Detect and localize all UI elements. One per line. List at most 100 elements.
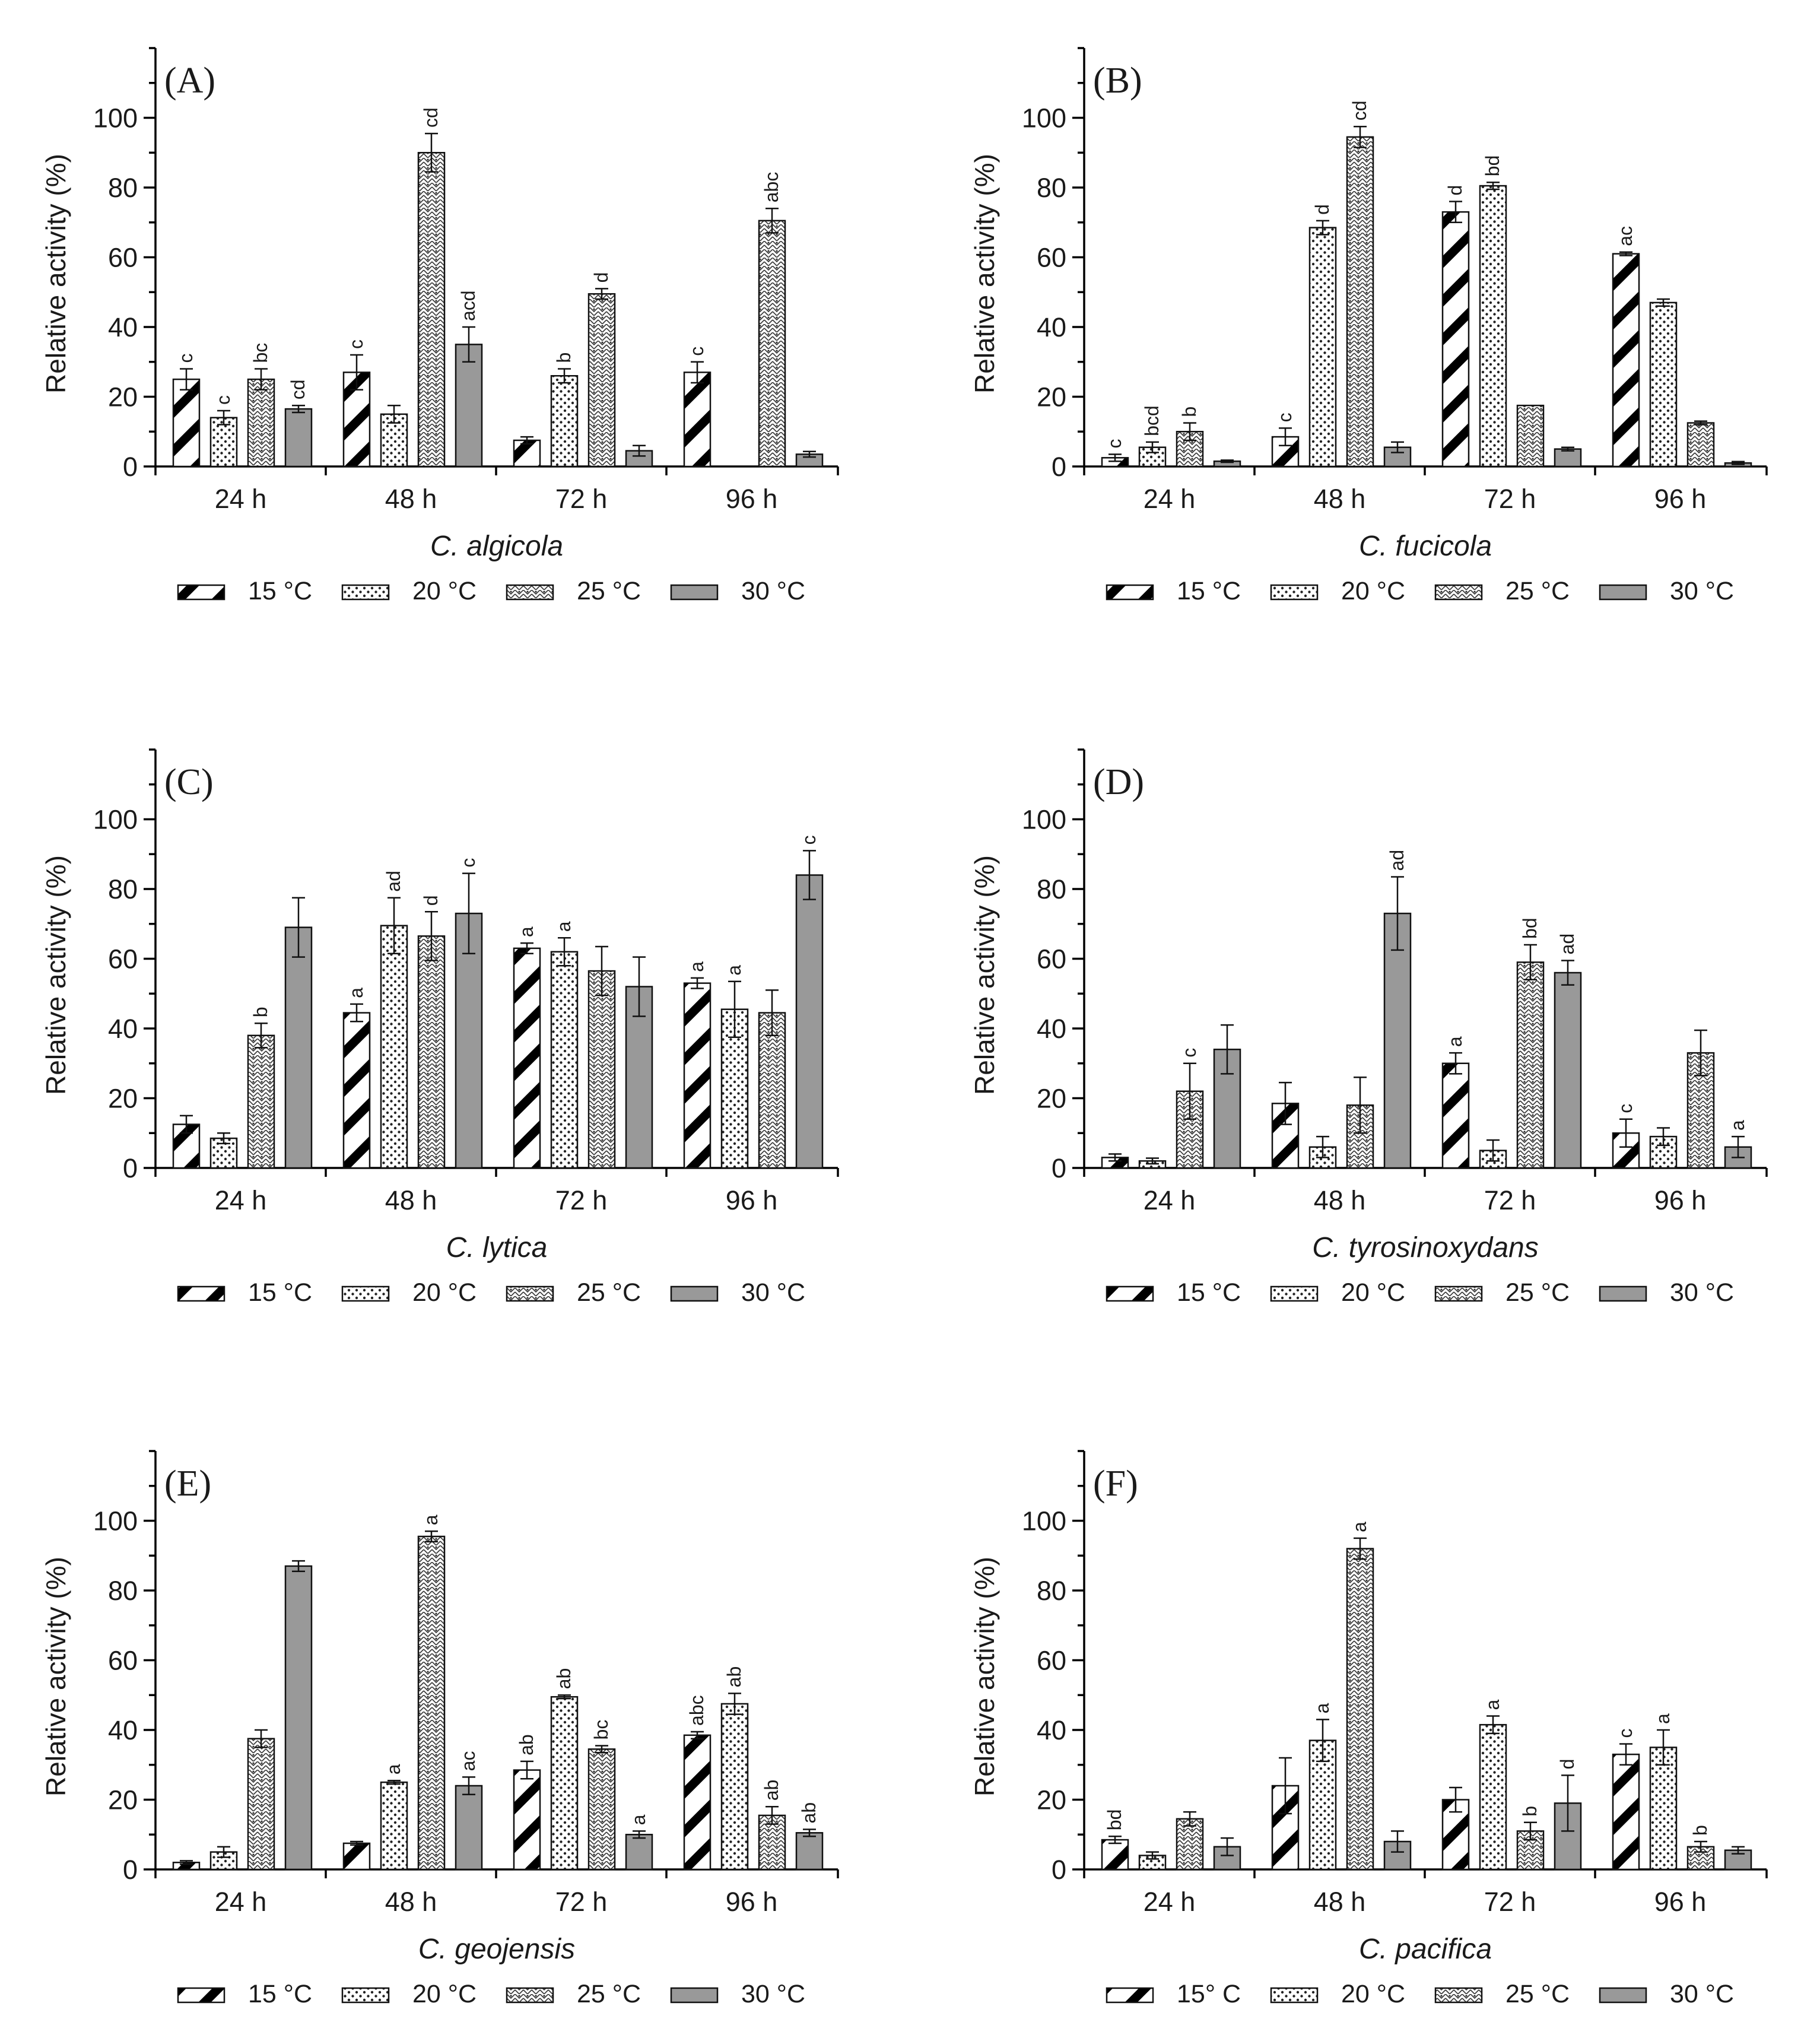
bar-15c-72h: [513, 439, 541, 468]
legend-label: 25 °C: [1505, 577, 1570, 605]
x-tick-label: 48 h: [1314, 1185, 1366, 1215]
x-tick-label: 96 h: [1654, 1185, 1707, 1215]
y-tick-label: 40: [1037, 1715, 1066, 1745]
significance-letter: c: [458, 858, 479, 868]
x-tick-label: 96 h: [726, 1185, 778, 1215]
x-tick-label: 72 h: [555, 1887, 608, 1917]
significance-letter: a: [383, 1764, 404, 1774]
panel-d: 0 20 40 60 80 100 Relative activity (%) (D) 24 h…: [969, 748, 1768, 1307]
x-tick-label: 72 h: [555, 1185, 608, 1215]
legend: 15 °C 20 °C 25 °C 30 °C: [177, 1980, 805, 2008]
legend-label: 20 °C: [1341, 1278, 1405, 1307]
legend-label: 20 °C: [412, 577, 477, 605]
bar-15c-48h: [342, 1012, 371, 1169]
legend-swatch: [1270, 584, 1319, 601]
y-axis-label: Relative activity (%): [40, 154, 71, 393]
y-tick-label: 60: [1037, 243, 1066, 273]
x-tick-label: 48 h: [385, 484, 437, 514]
panel-a: 0 20 40 60 80 100 Relative activity (%) (A) 24 h…: [40, 47, 839, 605]
y-tick-label: 60: [1037, 944, 1066, 974]
legend-label: 20 °C: [412, 1980, 477, 2008]
bar-30c-48h: [455, 1785, 483, 1871]
legend-label: 25 °C: [577, 577, 641, 605]
legend-label: 20 °C: [412, 1278, 477, 1307]
y-tick-label: 40: [1037, 312, 1066, 342]
bar-25c-96h: [1686, 1052, 1715, 1169]
y-tick-label: 100: [1022, 1506, 1066, 1536]
x-tick-label: 24 h: [1144, 1185, 1196, 1215]
y-tick-label: 40: [108, 1715, 138, 1745]
legend-swatch: [506, 1285, 554, 1302]
y-tick-label: 80: [108, 173, 138, 203]
significance-letter: d: [1557, 1759, 1578, 1770]
y-tick-label: 0: [1052, 452, 1066, 482]
bar-20c-72h: [550, 375, 579, 468]
significance-letter: a: [1311, 1703, 1333, 1713]
legend-label: 15 °C: [1177, 577, 1241, 605]
significance-letter: c: [345, 339, 367, 349]
y-tick-label: 0: [123, 1153, 138, 1183]
panel-label: (E): [164, 1463, 211, 1504]
y-tick-label: 20: [108, 1084, 138, 1114]
bar-25c-24h: [247, 378, 275, 468]
x-axis-label: C. geojensis: [418, 1934, 575, 1965]
y-tick-label: 60: [108, 243, 138, 273]
legend-swatch: [670, 1987, 719, 2004]
x-tick-label: 48 h: [1314, 1887, 1366, 1917]
x-tick-label: 96 h: [1654, 1887, 1707, 1917]
significance-letter: a: [628, 1814, 649, 1825]
significance-letter: b: [553, 353, 574, 363]
y-tick-label: 100: [93, 103, 138, 134]
significance-letter: c: [1274, 412, 1295, 422]
x-tick-label: 24 h: [1144, 484, 1196, 514]
bar-25c-72h: [1516, 404, 1545, 468]
significance-letter: ad: [383, 871, 404, 892]
significance-letter: a: [1482, 1700, 1503, 1710]
x-tick-label: 96 h: [726, 1887, 778, 1917]
legend-swatch: [1270, 1285, 1319, 1302]
significance-letter: c: [798, 835, 820, 845]
x-tick-label: 48 h: [385, 1185, 437, 1215]
y-tick-label: 80: [108, 1576, 138, 1606]
y-tick-label: 20: [108, 382, 138, 412]
significance-letter: c: [1615, 1104, 1636, 1113]
bar-30c-96h: [795, 874, 824, 1169]
legend-swatch: [341, 1285, 390, 1302]
x-tick-label: 24 h: [215, 1887, 267, 1917]
significance-letter: ab: [761, 1780, 782, 1801]
x-tick-label: 24 h: [215, 1185, 267, 1215]
bar-20c-96h: [1649, 1747, 1678, 1871]
panel-label: (A): [164, 61, 215, 101]
significance-letter: a: [420, 1515, 441, 1525]
bar-20c-72h: [550, 951, 579, 1169]
bar-15c-96h: [683, 372, 712, 468]
bar-30c-48h: [1383, 446, 1412, 468]
y-tick-label: 60: [108, 944, 138, 974]
y-tick-label: 100: [1022, 805, 1066, 835]
significance-letter: a: [686, 961, 707, 972]
bar-15c-24h: [1101, 1839, 1129, 1871]
x-tick-label: 48 h: [385, 1887, 437, 1917]
legend-swatch: [1434, 1987, 1483, 2004]
bar-20c-96h: [1649, 301, 1678, 468]
legend-label: 30 °C: [741, 577, 805, 605]
significance-letter: c: [1615, 1729, 1636, 1738]
significance-letter: d: [1444, 185, 1466, 196]
bar-15c-72h: [1441, 211, 1470, 468]
significance-letter: cd: [287, 379, 309, 399]
y-tick-label: 60: [108, 1646, 138, 1676]
legend-swatch: [177, 1987, 225, 2004]
significance-letter: cd: [1349, 100, 1370, 120]
significance-letter: ad: [1386, 850, 1408, 871]
significance-letter: bd: [1519, 918, 1541, 939]
significance-letter: bc: [590, 1720, 612, 1740]
bar-25c-24h: [1176, 1818, 1204, 1871]
y-axis-label: Relative activity (%): [969, 1557, 1000, 1796]
significance-letter: ab: [516, 1734, 537, 1755]
legend: 15° C 20 °C 25 °C 30 °C: [1106, 1980, 1734, 2008]
legend-swatch: [1599, 584, 1647, 601]
y-tick-label: 0: [123, 452, 138, 482]
bar-20c-96h: [1649, 1135, 1678, 1169]
significance-letter: d: [590, 272, 612, 283]
legend: 15 °C 20 °C 25 °C 30 °C: [177, 1278, 805, 1307]
